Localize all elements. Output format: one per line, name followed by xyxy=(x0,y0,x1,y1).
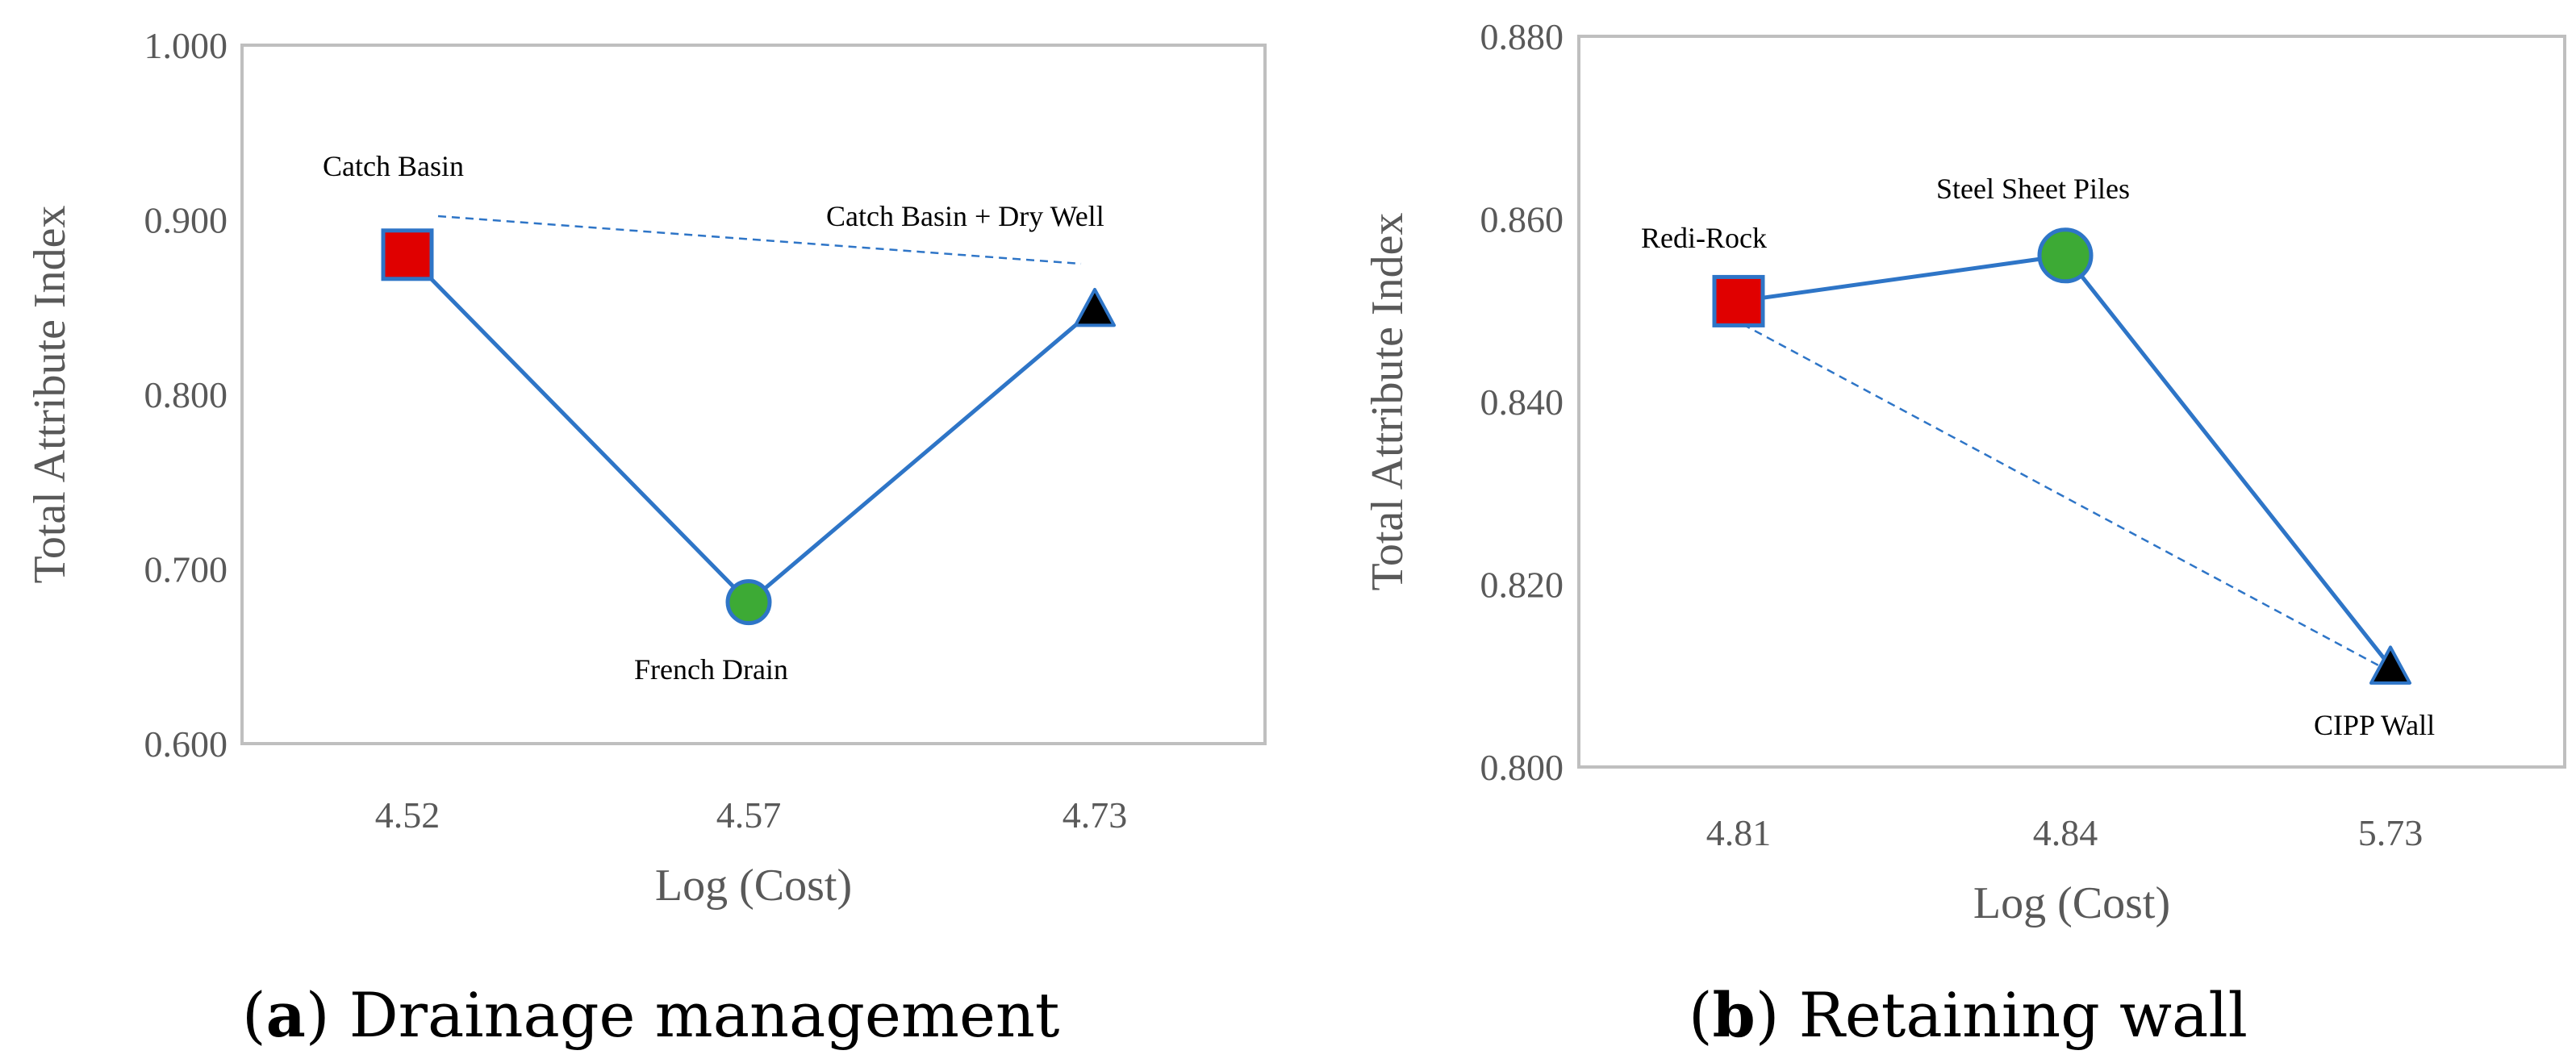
point-label: Catch Basin + Dry Well xyxy=(826,200,1104,232)
chart-panel-a: 0.600 0.700 0.800 0.900 1.000 4.52 4.57 4.73 Log… xyxy=(25,25,1267,1051)
point-label: Catch Basin xyxy=(323,150,464,182)
caption-letter: a xyxy=(266,979,306,1051)
x-axis-title: Log (Cost) xyxy=(655,861,852,911)
y-tick-label: 0.840 xyxy=(1480,381,1564,423)
y-tick-label: 0.800 xyxy=(1480,747,1564,788)
x-axis-title: Log (Cost) xyxy=(1973,878,2170,928)
point-label: Steel Sheet Piles xyxy=(1936,173,2130,205)
triangle-marker xyxy=(2369,645,2411,685)
y-tick-label: 0.860 xyxy=(1480,199,1564,240)
plot-frame xyxy=(240,44,1267,745)
circle-marker xyxy=(725,579,772,626)
triangle-marker xyxy=(1074,287,1116,327)
y-tick-label: 0.880 xyxy=(1480,16,1564,57)
y-tick-label: 0.700 xyxy=(144,549,228,590)
series-line xyxy=(406,253,1096,605)
dashed-connector-line xyxy=(1742,323,2381,668)
y-tick-label: 0.600 xyxy=(144,723,228,765)
x-tick-label: 4.84 xyxy=(2033,812,2098,853)
y-tick-label: 1.000 xyxy=(144,25,228,66)
x-tick-label: 4.52 xyxy=(375,794,440,836)
panel-caption: (a) Drainage management xyxy=(242,979,1059,1051)
x-tick-label: 4.57 xyxy=(716,794,782,836)
x-tick-label: 4.81 xyxy=(1706,812,1772,853)
point-label: CIPP Wall xyxy=(2314,709,2435,741)
y-tick-label: 0.820 xyxy=(1480,565,1564,606)
square-marker xyxy=(381,228,434,281)
y-axis-title: Total Attribute Index xyxy=(25,206,75,584)
dashed-connector-line xyxy=(437,215,1082,265)
x-tick-label: 5.73 xyxy=(2358,812,2424,853)
caption-title: Retaining wall xyxy=(1799,979,2248,1051)
y-axis-title: Total Attribute Index xyxy=(1363,213,1413,591)
panel-caption: (b) Retaining wall xyxy=(1689,979,2248,1051)
caption-letter: b xyxy=(1713,979,1756,1051)
series-line xyxy=(1738,253,2392,668)
caption-title: Drainage management xyxy=(349,979,1060,1051)
plot-frame xyxy=(1577,35,2566,769)
point-label: Redi-Rock xyxy=(1641,222,1767,254)
circle-marker xyxy=(2037,227,2094,284)
square-marker xyxy=(1712,274,1765,327)
chart-panel-b: 0.800 0.820 0.840 0.860 0.880 4.81 4.84 5.73 Log… xyxy=(1363,16,2566,1051)
point-label: French Drain xyxy=(634,653,788,686)
x-tick-label: 4.73 xyxy=(1063,794,1128,836)
y-tick-label: 0.900 xyxy=(144,200,228,241)
y-tick-label: 0.800 xyxy=(144,374,228,415)
